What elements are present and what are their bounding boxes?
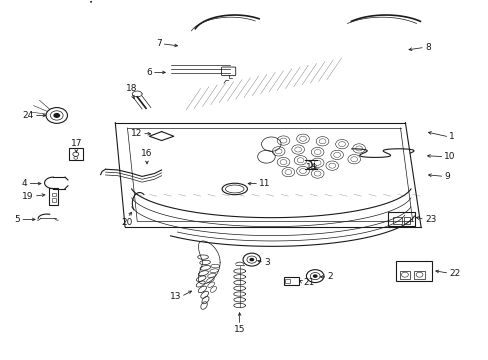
Text: 2: 2 [327, 272, 332, 281]
Bar [399, 271, 409, 279]
Circle shape [249, 258, 254, 261]
Text: 17: 17 [70, 139, 82, 148]
Circle shape [312, 274, 317, 278]
Text: 16: 16 [141, 149, 152, 158]
Text: 20: 20 [122, 218, 133, 227]
Ellipse shape [222, 183, 247, 195]
Text: 13: 13 [169, 292, 181, 301]
Text: 8: 8 [424, 43, 430, 52]
Bar [392, 217, 401, 224]
Text: 23: 23 [424, 215, 435, 224]
Bar [52, 198, 56, 202]
Bar [69, 148, 82, 160]
Text: 22: 22 [448, 269, 460, 278]
Bar [49, 188, 58, 205]
Bar [395, 261, 431, 281]
Text: 24: 24 [22, 111, 34, 120]
Text: 3: 3 [264, 258, 269, 267]
Text: 4: 4 [22, 179, 27, 188]
Text: 6: 6 [146, 68, 152, 77]
Text: 14: 14 [305, 163, 317, 172]
Circle shape [53, 113, 60, 118]
Text: 19: 19 [22, 192, 34, 201]
Text: 21: 21 [303, 278, 314, 287]
Text: 1: 1 [448, 132, 454, 141]
Text: 9: 9 [444, 172, 449, 181]
Text: 7: 7 [156, 39, 161, 48]
Bar [283, 277, 299, 285]
Text: 12: 12 [130, 129, 142, 138]
Bar [52, 193, 56, 196]
Text: 10: 10 [444, 152, 455, 161]
Bar [413, 271, 424, 279]
Text: 15: 15 [233, 325, 245, 334]
Bar [404, 217, 409, 224]
Text: 18: 18 [125, 84, 137, 93]
Text: 5: 5 [15, 215, 20, 224]
Bar [285, 279, 290, 283]
Text: 11: 11 [259, 179, 270, 188]
Bar [387, 212, 414, 226]
